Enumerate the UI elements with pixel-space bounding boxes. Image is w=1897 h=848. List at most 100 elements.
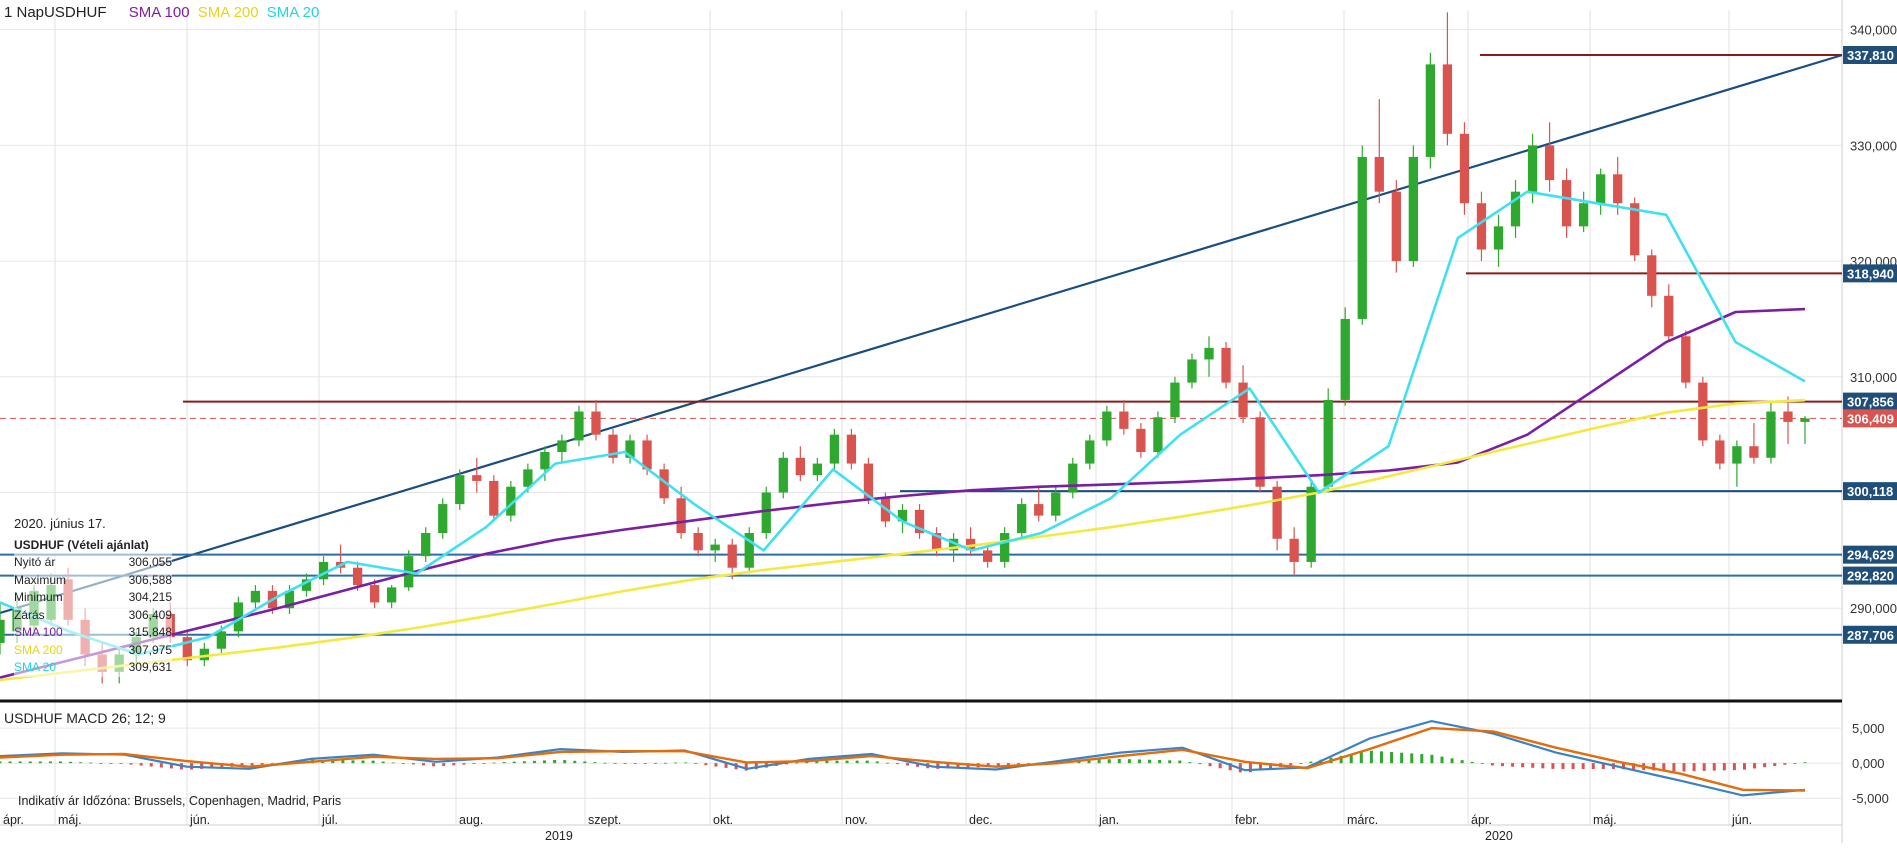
tooltip-value: 307,975 — [128, 642, 172, 657]
candle-body — [1255, 417, 1265, 487]
data-tooltip: 2020. június 17. USDHUF (Vételi ajánlat)… — [14, 515, 172, 677]
level-price-tag — [1843, 545, 1897, 564]
macd-histogram-bar — [48, 761, 52, 764]
macd-histogram-bar — [653, 763, 657, 764]
macd-histogram-bar — [865, 760, 869, 764]
level-price-tag — [1843, 566, 1897, 585]
macd-histogram-bar — [512, 761, 516, 764]
signal-line — [0, 726, 1806, 792]
sma-line — [0, 398, 1806, 682]
macd-histogram-bar — [835, 760, 839, 764]
macd-histogram-bar — [260, 763, 264, 765]
macd-histogram-bar — [1601, 763, 1605, 770]
candle-body — [1136, 428, 1146, 453]
macd-histogram-bar — [1742, 763, 1746, 770]
tooltip-row: SMA 100 315,848 — [14, 624, 172, 642]
legend-sma20[interactable]: SMA 20 — [266, 4, 320, 21]
macd-histogram-bar — [139, 763, 143, 766]
tooltip-label: SMA 100 — [14, 625, 63, 639]
month-label: nov. — [845, 813, 868, 827]
level-price-label: 287,706 — [1847, 628, 1894, 643]
macd-histogram-bar — [1087, 759, 1091, 764]
macd-histogram-bar — [583, 761, 587, 764]
macd-histogram-bar — [1763, 763, 1767, 768]
macd-histogram-bar — [38, 761, 42, 764]
year-label: 2020 — [1485, 829, 1513, 843]
month-label: ápr. — [3, 813, 24, 827]
candle-body — [1715, 440, 1725, 464]
macd-histogram-bar — [159, 763, 163, 768]
candle-body — [1017, 504, 1027, 534]
month-label: szept. — [588, 813, 621, 827]
macd-histogram-bar — [1581, 763, 1585, 770]
tooltip-value: 304,215 — [128, 590, 172, 604]
macd-histogram-bar — [855, 760, 859, 764]
candle-body — [1561, 180, 1572, 227]
macd-histogram-bar — [1803, 762, 1807, 764]
month-label: jún. — [189, 813, 210, 827]
level-price-label: 292,820 — [1847, 569, 1894, 584]
level-price-label: 307,856 — [1847, 395, 1894, 410]
macd-histogram-bar — [1470, 761, 1474, 764]
candle-body — [761, 492, 771, 534]
legend-sma200[interactable]: SMA 200 — [197, 4, 259, 21]
macd-histogram-bar — [724, 763, 728, 768]
candle-body — [1238, 382, 1248, 418]
macd-histogram-bar — [1440, 756, 1444, 764]
candle-body — [846, 434, 857, 464]
tooltip-row: SMA 200 307,975 — [14, 642, 172, 660]
macd-histogram-bar — [1460, 760, 1464, 764]
candle-body — [1306, 486, 1316, 562]
legend-sma100[interactable]: SMA 100 — [128, 4, 190, 21]
macd-histogram-bar — [623, 763, 627, 764]
macd-histogram-bar — [1410, 753, 1414, 764]
macd-histogram-bar — [69, 761, 73, 764]
tooltip-label: Zárás — [14, 607, 45, 622]
macd-histogram-bar — [1511, 763, 1515, 767]
macd-histogram-bar — [1400, 752, 1404, 764]
candle-body — [829, 434, 840, 464]
candle-body — [574, 411, 584, 441]
candle-body — [1391, 191, 1401, 262]
macd-histogram-bar — [250, 763, 254, 766]
macd-histogram-bar — [754, 763, 758, 770]
macd-histogram-bar — [59, 761, 63, 764]
macd-histogram-bar — [1682, 763, 1686, 772]
macd-histogram-bar — [1712, 763, 1716, 771]
candle-body — [438, 504, 448, 534]
level-price-tag — [1843, 625, 1897, 644]
candle-body — [1459, 133, 1470, 204]
macd-histogram-bar — [1652, 763, 1656, 771]
macd-histogram-bar — [1198, 763, 1202, 765]
candle-body — [1681, 336, 1691, 383]
macd-histogram-bar — [694, 763, 698, 764]
macd-histogram-bar — [422, 763, 426, 766]
macd-histogram-bar — [785, 763, 789, 765]
macd-histogram-bar — [28, 761, 32, 764]
macd-histogram-bar — [1692, 763, 1696, 772]
candle-body — [1698, 382, 1708, 441]
macd-histogram-bar — [210, 763, 214, 769]
level-price-label: 318,940 — [1847, 266, 1894, 281]
candle-body — [182, 637, 192, 661]
level-price-label: 294,629 — [1847, 548, 1894, 563]
macd-histogram-bar — [270, 763, 274, 764]
macd-histogram-bar — [1188, 762, 1192, 764]
candle-body — [369, 585, 380, 603]
level-price-tag — [1843, 46, 1897, 65]
month-label: febr. — [1235, 813, 1259, 827]
level-price-tag — [1843, 482, 1897, 501]
macd-histogram-bar — [1137, 759, 1141, 764]
candle-body — [0, 619, 5, 643]
macd-histogram-bar — [200, 763, 204, 769]
macd-histogram-bar — [1107, 759, 1111, 764]
macd-histogram-bar — [532, 760, 536, 764]
candle-body — [1613, 174, 1623, 204]
candle-body — [676, 498, 686, 534]
macd-histogram-bar — [1722, 763, 1726, 771]
macd-histogram-bar — [563, 760, 567, 764]
candle-body — [1221, 347, 1231, 383]
macd-histogram-bar — [381, 761, 385, 764]
